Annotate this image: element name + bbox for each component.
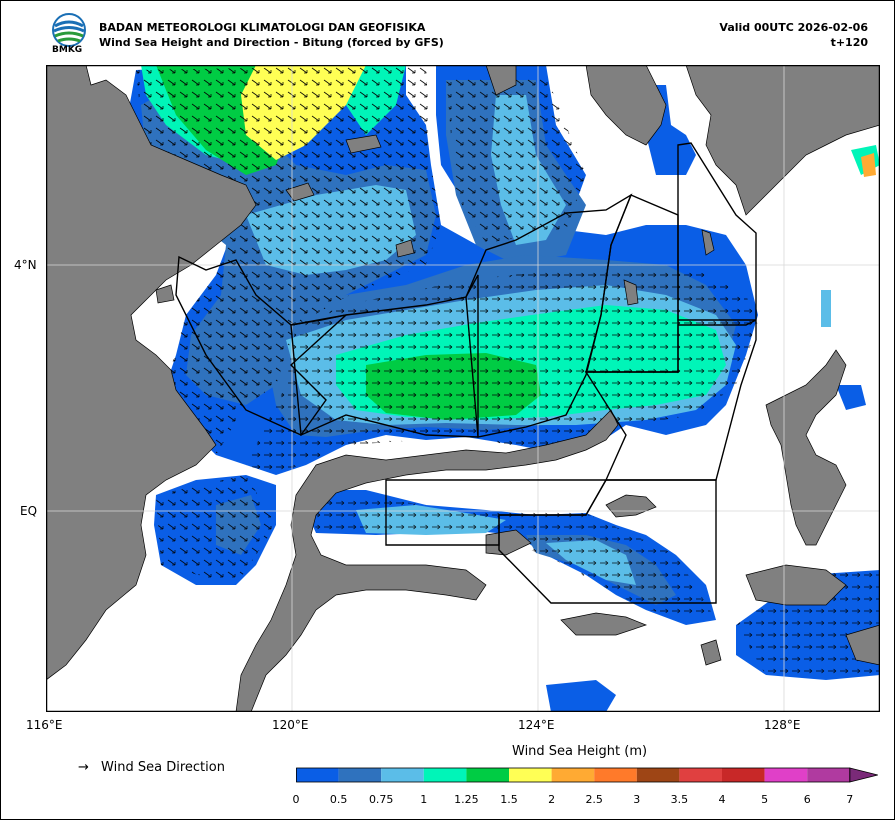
east-islands bbox=[845, 624, 880, 666]
sula-land bbox=[605, 494, 657, 518]
colorbar-segment bbox=[381, 768, 424, 782]
direction-arrows-gulf bbox=[311, 490, 716, 620]
philippines-land bbox=[585, 65, 667, 146]
lead-time: t+120 bbox=[830, 36, 868, 49]
colorbar-tick-label: 0.75 bbox=[368, 793, 394, 806]
colorbar-segment bbox=[296, 768, 339, 782]
map-svg bbox=[46, 65, 880, 712]
map-border bbox=[46, 65, 880, 712]
colorbar-tick-label: 0.5 bbox=[329, 793, 348, 806]
islet-1 bbox=[285, 182, 315, 202]
wave-band-0h bbox=[836, 385, 866, 410]
bmkg-logo: BMKG bbox=[50, 12, 88, 56]
colorbar-tick-label: 3 bbox=[633, 793, 641, 806]
wave-band-0g bbox=[546, 680, 616, 712]
agency-title: BADAN METEOROLOGI KLIMATOLOGI DAN GEOFIS… bbox=[99, 21, 426, 34]
colorbar-segment bbox=[807, 768, 850, 782]
direction-arrows-se bbox=[736, 570, 880, 675]
colorbar bbox=[296, 767, 882, 787]
colorbar-tick-label: 2 bbox=[548, 793, 556, 806]
direction-arrows-south bbox=[156, 475, 276, 585]
zone-1 bbox=[175, 255, 349, 436]
islet-5 bbox=[700, 639, 722, 666]
zone-5 bbox=[584, 142, 757, 481]
lon-tick-128: 128°E bbox=[764, 718, 801, 732]
colorbar-tick-label: 1.25 bbox=[454, 793, 479, 806]
colorbar-tick-label: 5 bbox=[761, 793, 769, 806]
colorbar-svg bbox=[296, 767, 878, 783]
colorbar-extend-arrow bbox=[849, 767, 878, 783]
direction-arrows-ne bbox=[136, 65, 441, 455]
colorbar-segment bbox=[679, 768, 722, 782]
sangihe-land bbox=[701, 229, 715, 256]
zone-7 bbox=[498, 479, 717, 604]
banggai-land bbox=[485, 529, 532, 556]
wave-band-2f bbox=[821, 290, 831, 327]
title-block: BADAN METEOROLOGI KLIMATOLOGI DAN GEOFIS… bbox=[99, 20, 444, 50]
colorbar-segment bbox=[338, 768, 382, 782]
mindanao-land bbox=[685, 65, 880, 216]
valid-block: Valid 00UTC 2026-02-06 t+120 bbox=[719, 20, 868, 50]
colorbar-tick-label: 1 bbox=[420, 793, 428, 806]
wave-band-5b bbox=[861, 153, 876, 177]
halmahera-land bbox=[765, 349, 847, 546]
colorbar-segment bbox=[466, 768, 509, 782]
buru-land bbox=[560, 612, 648, 636]
direction-arrows-s bbox=[446, 75, 586, 243]
borneo-land bbox=[46, 65, 257, 681]
land-masses bbox=[46, 65, 880, 712]
lon-tick-120: 120°E bbox=[272, 718, 309, 732]
zone-2 bbox=[290, 274, 479, 438]
palawan-land bbox=[485, 65, 517, 96]
colorbar-segment bbox=[509, 768, 552, 782]
colorbar-tick-label: 7 bbox=[846, 793, 854, 806]
colorbar-tick-label: 3.5 bbox=[670, 793, 689, 806]
logo-text: BMKG bbox=[52, 45, 83, 55]
colorbar-segment bbox=[423, 768, 467, 782]
colorbar-tick-label: 1.5 bbox=[500, 793, 518, 806]
colorbar-tick-label: 0 bbox=[292, 793, 300, 806]
colorbar-segment bbox=[594, 768, 637, 782]
colorbar-title: Wind Sea Height (m) bbox=[512, 744, 648, 759]
arrow-icon: → bbox=[78, 760, 89, 775]
islet-4 bbox=[155, 284, 175, 304]
direction-legend-label: Wind Sea Direction bbox=[101, 760, 225, 775]
talaud-land bbox=[623, 279, 639, 306]
colorbar-segment bbox=[636, 768, 680, 782]
forecast-zones bbox=[175, 142, 757, 604]
lat-tick-eq: EQ bbox=[20, 504, 38, 518]
islet-3 bbox=[395, 239, 415, 258]
lon-tick-116: 116°E bbox=[26, 718, 63, 732]
product-title: Wind Sea Height and Direction - Bitung (… bbox=[99, 36, 444, 49]
colorbar-segment bbox=[722, 768, 765, 782]
direction-legend: → Wind Sea Direction bbox=[78, 760, 225, 775]
colorbar-tick-label: 6 bbox=[803, 793, 811, 806]
colorbar-segment bbox=[764, 768, 808, 782]
colorbar-segment bbox=[551, 768, 595, 782]
seram-land bbox=[745, 564, 847, 606]
colorbar-tick-label: 4 bbox=[718, 793, 726, 806]
lat-tick-4n: 4°N bbox=[14, 258, 37, 272]
lon-tick-124: 124°E bbox=[518, 718, 555, 732]
islet-2 bbox=[345, 134, 382, 154]
colorbar-tick-label: 2.5 bbox=[585, 793, 603, 806]
sulawesi-land bbox=[235, 409, 619, 712]
map-panel bbox=[46, 65, 880, 712]
graticule bbox=[46, 65, 880, 712]
colorbar-outline bbox=[296, 767, 851, 783]
valid-time: Valid 00UTC 2026-02-06 bbox=[719, 21, 868, 34]
